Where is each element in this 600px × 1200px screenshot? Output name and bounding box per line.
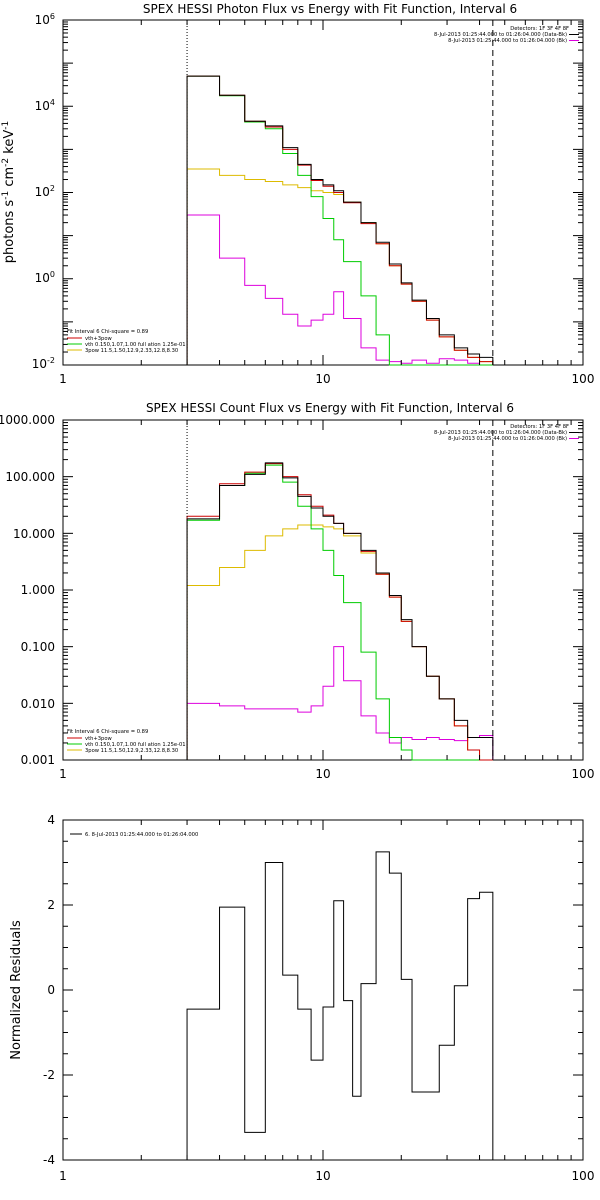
- series-power-line: [186, 168, 494, 365]
- residuals-y-axis-label: Normalized Residuals: [9, 920, 24, 1060]
- series-background-line: [186, 646, 494, 760]
- photon-y-tick-labels: 10-2 100 102 104 106: [32, 12, 55, 371]
- residuals-xtick-label: 10: [315, 1169, 330, 1183]
- photon-legend-right: Detectors: 1F 3F 4F 8F 8-Jul-2013 01:25:…: [434, 26, 579, 44]
- count-legend-bk: 8-Jul-2013 01:25:44.000 to 01:26:04.000 …: [448, 436, 567, 442]
- photon-xtick-label: 1: [59, 372, 67, 386]
- photon-ytick-label: 10-2: [32, 356, 55, 371]
- series-total_fit-line: [186, 463, 493, 761]
- series-thermal-line: [186, 75, 493, 366]
- photon-ytick-label: 102: [35, 184, 55, 199]
- residuals-series-group: [186, 851, 494, 1160]
- photon-xtick-label: 10: [315, 372, 330, 386]
- residuals-panel: -4 -2 0 2 4 1 10 100 Normalized Residual…: [9, 813, 594, 1183]
- count-legend-detectors: Detectors: 1F 3F 4F 8F: [510, 424, 569, 430]
- count-axis-ticks: [62, 419, 583, 761]
- residuals-ytick-label: 4: [47, 813, 55, 827]
- residuals-xtick-label: 1: [59, 1169, 67, 1183]
- count-flux-panel: SPEX HESSI Count Flux vs Energy with Fit…: [0, 401, 594, 781]
- count-y-tick-labels: 0.001 0.010 0.100 1.000 10.000 100.000 1…: [0, 413, 55, 767]
- photon-ytick-label: 100: [35, 270, 55, 285]
- count-legend-thermal: vth 0.150,1.07,1.00 full ation 1.25e-01: [85, 742, 186, 748]
- count-legend-right: Detectors: 1F 3F 4F 8F 8-Jul-2013 01:25:…: [434, 424, 579, 442]
- count-legend-fit-interval: Fit Interval 6 Chi-square = 0.89: [67, 729, 148, 735]
- series-power-line: [186, 524, 493, 761]
- count-xtick-label: 10: [315, 767, 330, 781]
- count-ytick-label: 100.000: [5, 470, 55, 484]
- count-ytick-label: 0.010: [21, 697, 55, 711]
- photon-legend-left: Fit Interval 6 Chi-square = 0.89 vth+3po…: [67, 329, 186, 354]
- count-xtick-label: 100: [572, 767, 595, 781]
- residuals-axis-ticks: [62, 819, 583, 1161]
- photon-legend-thermal: vth 0.150,1.07,1.00 full ation 1.25e-01: [85, 342, 186, 348]
- photon-axis-ticks: [62, 19, 583, 366]
- residuals-ytick-label: 2: [47, 898, 55, 912]
- photon-legend-fit-interval: Fit Interval 6 Chi-square = 0.89: [67, 329, 148, 335]
- residuals-xtick-label: 100: [572, 1169, 595, 1183]
- series-data-line: [186, 462, 494, 760]
- photon-legend-detectors: Detectors: 1F 3F 4F 8F: [510, 26, 569, 32]
- photon-legend-power: 3pow 11.5,1.50,12.9,2.33,12.8,8.30: [85, 348, 178, 354]
- photon-legend-bk: 8-Jul-2013 01:25:44.000 to 01:26:04.000 …: [448, 38, 567, 44]
- series-total_fit-line: [186, 75, 494, 365]
- photon-y-axis-label: photons s-1 cm-2 keV-1: [1, 121, 17, 263]
- residuals-ytick-label: 0: [47, 983, 55, 997]
- residuals-legend: 6. 8-Jul-2013 01:25:44.000 to 01:26:04.0…: [70, 832, 198, 838]
- count-panel-title: SPEX HESSI Count Flux vs Energy with Fit…: [146, 401, 514, 415]
- count-ytick-label: 10.000: [13, 527, 55, 541]
- residuals-ytick-label: -4: [43, 1153, 55, 1167]
- count-legend-left: Fit Interval 6 Chi-square = 0.89 vth+3po…: [67, 729, 186, 754]
- residuals-legend-text: 6. 8-Jul-2013 01:25:44.000 to 01:26:04.0…: [85, 832, 198, 838]
- series-thermal-line: [186, 464, 493, 761]
- series-data-line: [186, 75, 494, 365]
- count-legend-total: vth+3pow: [85, 736, 113, 742]
- photon-ytick-label: 106: [35, 12, 55, 27]
- photon-x-tick-labels: 1 10 100: [59, 372, 594, 386]
- residuals-plot-frame: [62, 819, 584, 1161]
- photon-panel-title: SPEX HESSI Photon Flux vs Energy with Fi…: [143, 2, 517, 16]
- residuals-x-tick-labels: 1 10 100: [59, 1169, 594, 1183]
- count-legend-power: 3pow 11.5,1.50,12.9,2.33,12.8,8.30: [85, 748, 178, 754]
- residuals-y-tick-labels: -4 -2 0 2 4: [43, 813, 55, 1167]
- photon-xtick-label: 100: [572, 372, 595, 386]
- count-ytick-label: 1.000: [21, 583, 55, 597]
- count-x-tick-labels: 1 10 100: [59, 767, 594, 781]
- count-legend-data-bk: 8-Jul-2013 01:25:44.000 to 01:26:04.000 …: [434, 430, 567, 436]
- series-data-line: [186, 851, 494, 1160]
- photon-flux-panel: SPEX HESSI Photon Flux vs Energy with Fi…: [1, 2, 594, 386]
- count-xtick-label: 1: [59, 767, 67, 781]
- photon-legend-total: vth+3pow: [85, 336, 113, 342]
- count-ytick-label: 0.100: [21, 640, 55, 654]
- count-series-group: [186, 462, 494, 761]
- count-plot-frame: [62, 419, 584, 761]
- count-ytick-label: 1000.000: [0, 413, 55, 427]
- series-background-line: [186, 214, 493, 366]
- photon-ytick-label: 104: [35, 98, 55, 113]
- photon-legend-data-bk: 8-Jul-2013 01:25:44.000 to 01:26:04.000 …: [434, 32, 567, 38]
- photon-series-group: [186, 75, 494, 366]
- residuals-ytick-label: -2: [43, 1068, 55, 1082]
- count-ytick-label: 0.001: [21, 753, 55, 767]
